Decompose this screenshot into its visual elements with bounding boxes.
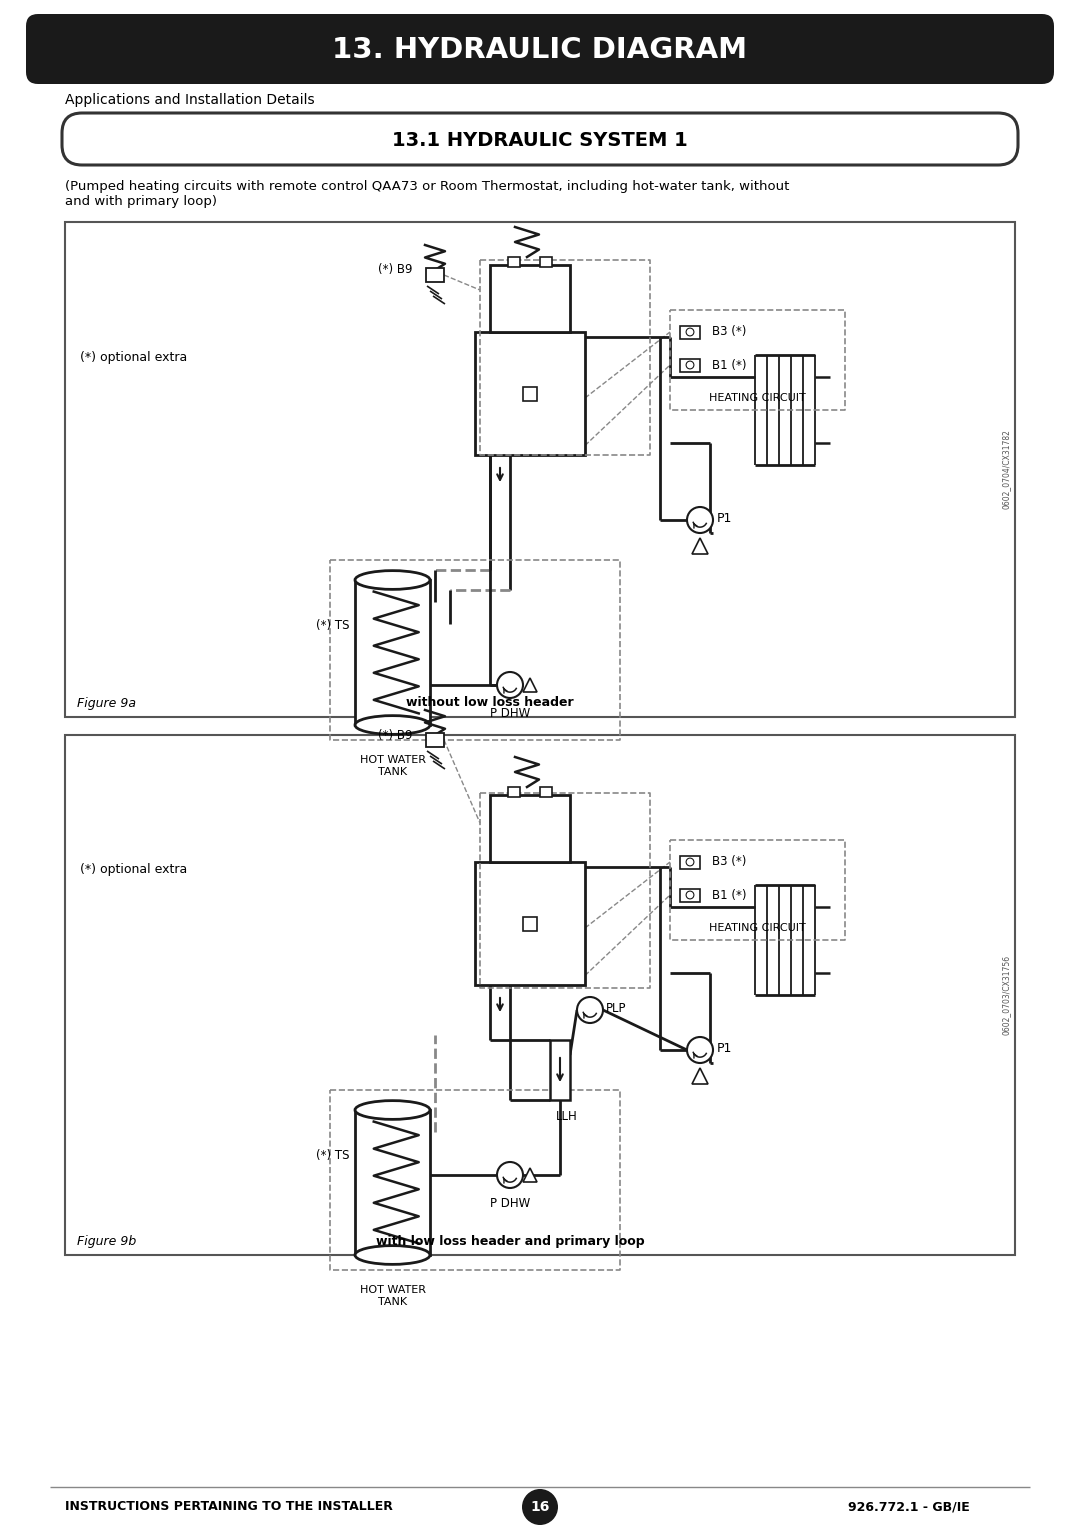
Text: LLH: LLH [556, 1110, 578, 1122]
Bar [508, 786, 519, 797]
Bar [523, 386, 537, 402]
Circle shape [577, 997, 603, 1023]
Circle shape [522, 1489, 558, 1525]
Text: Figure 9b: Figure 9b [77, 1234, 136, 1248]
Bar [680, 889, 700, 902]
Bar [680, 325, 700, 339]
Polygon shape [523, 678, 537, 692]
Text: INSTRUCTIONS PERTAINING TO THE INSTALLER: INSTRUCTIONS PERTAINING TO THE INSTALLER [65, 1501, 393, 1513]
Text: HEATING CIRCUIT: HEATING CIRCUIT [710, 922, 806, 933]
Circle shape [686, 328, 693, 336]
Bar [65, 221, 1015, 718]
Bar [475, 331, 585, 455]
Ellipse shape [355, 571, 430, 589]
Text: (*) TS: (*) TS [316, 618, 350, 632]
Text: (*) optional extra: (*) optional extra [80, 351, 187, 363]
Text: Figure 9a: Figure 9a [77, 696, 136, 710]
FancyBboxPatch shape [62, 113, 1018, 165]
Text: B1 (*): B1 (*) [712, 889, 746, 901]
Bar [540, 786, 552, 797]
Text: P1: P1 [717, 513, 732, 525]
FancyBboxPatch shape [26, 14, 1054, 84]
Circle shape [497, 672, 523, 698]
Circle shape [497, 1162, 523, 1188]
Text: (*) B9: (*) B9 [378, 264, 413, 276]
Ellipse shape [355, 1101, 430, 1119]
Text: 16: 16 [530, 1500, 550, 1513]
Text: P DHW: P DHW [490, 707, 530, 721]
Ellipse shape [355, 1246, 430, 1264]
Bar [490, 796, 570, 861]
Polygon shape [692, 538, 708, 554]
Bar [680, 857, 700, 869]
Text: 0602_0704/CX31782: 0602_0704/CX31782 [1001, 429, 1011, 510]
Ellipse shape [355, 716, 430, 734]
Text: P DHW: P DHW [490, 1197, 530, 1209]
Bar [426, 269, 444, 282]
Circle shape [686, 892, 693, 899]
Bar [680, 359, 700, 373]
Text: without low loss header: without low loss header [406, 696, 573, 710]
Text: HOT WATER
TANK: HOT WATER TANK [360, 1286, 426, 1307]
Text: B3 (*): B3 (*) [712, 855, 746, 869]
Bar [508, 257, 519, 267]
Polygon shape [523, 1168, 537, 1182]
Text: (*) optional extra: (*) optional extra [80, 863, 187, 876]
Text: 926.772.1 - GB/IE: 926.772.1 - GB/IE [848, 1501, 970, 1513]
Circle shape [686, 858, 693, 866]
Text: PLP: PLP [606, 1003, 626, 1015]
Circle shape [686, 360, 693, 370]
Text: B3 (*): B3 (*) [712, 325, 746, 339]
Bar [523, 918, 537, 931]
Polygon shape [692, 1067, 708, 1084]
Bar [550, 1040, 570, 1099]
Circle shape [687, 507, 713, 533]
Text: 13. HYDRAULIC DIAGRAM: 13. HYDRAULIC DIAGRAM [333, 37, 747, 64]
Bar [426, 733, 444, 747]
Bar [475, 861, 585, 985]
Text: HEATING CIRCUIT: HEATING CIRCUIT [710, 392, 806, 403]
Text: Applications and Installation Details: Applications and Installation Details [65, 93, 314, 107]
Text: (Pumped heating circuits with remote control QAA73 or Room Thermostat, including: (Pumped heating circuits with remote con… [65, 180, 789, 208]
Text: (*) B9: (*) B9 [378, 728, 413, 742]
Text: HOT WATER
TANK: HOT WATER TANK [360, 754, 426, 777]
Bar [355, 1110, 430, 1255]
Bar [540, 257, 552, 267]
Text: 13.1 HYDRAULIC SYSTEM 1: 13.1 HYDRAULIC SYSTEM 1 [392, 130, 688, 150]
Text: 0602_0703/CX31756: 0602_0703/CX31756 [1001, 954, 1011, 1035]
Text: (*) TS: (*) TS [316, 1148, 350, 1162]
Text: B1 (*): B1 (*) [712, 359, 746, 371]
Bar [355, 580, 430, 725]
Bar [490, 266, 570, 331]
Bar [65, 734, 1015, 1255]
Circle shape [687, 1037, 713, 1063]
Text: with low loss header and primary loop: with low loss header and primary loop [376, 1234, 645, 1248]
Text: P1: P1 [717, 1043, 732, 1055]
